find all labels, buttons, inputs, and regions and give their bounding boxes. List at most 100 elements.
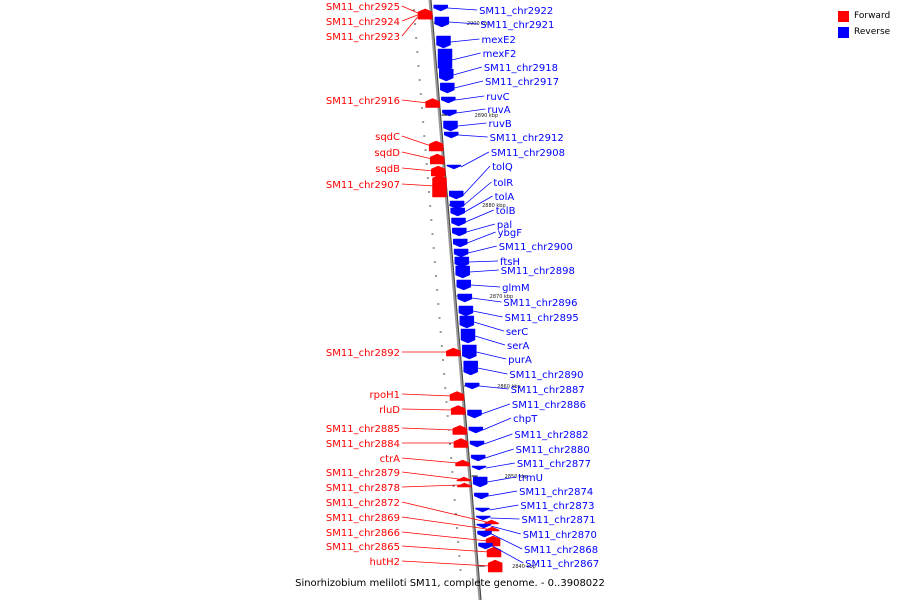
- reverse-gene[interactable]: [478, 542, 493, 550]
- reverse-gene-label[interactable]: SM11_chr2871: [522, 515, 596, 526]
- reverse-gene-label[interactable]: tolR: [493, 178, 513, 189]
- reverse-gene-label[interactable]: ruvB: [489, 119, 512, 130]
- reverse-gene[interactable]: [471, 465, 487, 471]
- reverse-gene[interactable]: [459, 315, 475, 329]
- forward-gene[interactable]: [452, 425, 468, 435]
- reverse-gene-label[interactable]: ybgF: [498, 228, 523, 239]
- forward-gene-label[interactable]: sqdC: [375, 132, 400, 143]
- reverse-gene-label[interactable]: ruvA: [487, 105, 510, 116]
- reverse-gene[interactable]: [453, 238, 468, 248]
- reverse-gene[interactable]: [451, 217, 466, 227]
- reverse-gene[interactable]: [434, 16, 450, 28]
- forward-gene-label[interactable]: sqdD: [374, 148, 400, 159]
- reverse-gene[interactable]: [458, 305, 474, 317]
- reverse-gene-label[interactable]: glmM: [502, 283, 529, 294]
- reverse-gene-label[interactable]: SM11_chr2874: [519, 487, 593, 498]
- forward-gene-label[interactable]: SM11_chr2879: [326, 468, 400, 479]
- forward-gene[interactable]: [484, 526, 500, 532]
- reverse-gene-label[interactable]: ftsH: [500, 257, 520, 268]
- reverse-gene[interactable]: [474, 492, 489, 500]
- reverse-gene-label[interactable]: SM11_chr2887: [511, 385, 585, 396]
- reverse-gene-label[interactable]: trmU: [518, 473, 543, 484]
- reverse-gene-label[interactable]: SM11_chr2877: [517, 459, 591, 470]
- reverse-gene-label[interactable]: mexE2: [482, 35, 516, 46]
- reverse-gene[interactable]: [457, 293, 473, 303]
- forward-gene[interactable]: [484, 519, 499, 525]
- reverse-gene[interactable]: [440, 82, 455, 94]
- forward-gene-label[interactable]: SM11_chr2878: [326, 483, 400, 494]
- forward-gene-label[interactable]: SM11_chr2869: [326, 513, 400, 524]
- forward-gene[interactable]: [449, 391, 465, 401]
- reverse-gene[interactable]: [449, 190, 464, 200]
- reverse-gene[interactable]: [456, 279, 471, 291]
- forward-gene[interactable]: [453, 438, 469, 448]
- reverse-gene-label[interactable]: SM11_chr2900: [499, 242, 573, 253]
- reverse-gene[interactable]: [454, 256, 470, 268]
- reverse-gene[interactable]: [436, 35, 451, 49]
- reverse-gene[interactable]: [463, 360, 478, 376]
- reverse-gene-label[interactable]: tolB: [496, 206, 516, 217]
- forward-gene-label[interactable]: SM11_chr2916: [326, 96, 400, 107]
- reverse-gene[interactable]: [442, 109, 457, 117]
- reverse-gene-label[interactable]: ruvC: [486, 92, 509, 103]
- reverse-gene[interactable]: [468, 426, 484, 434]
- reverse-gene-label[interactable]: SM11_chr2882: [514, 430, 588, 441]
- forward-gene-label[interactable]: SM11_chr2923: [326, 32, 400, 43]
- reverse-gene-label[interactable]: SM11_chr2918: [484, 63, 558, 74]
- reverse-gene-label[interactable]: SM11_chr2898: [501, 266, 575, 277]
- reverse-gene-label[interactable]: purA: [508, 355, 532, 366]
- reverse-gene-label[interactable]: pal: [497, 220, 512, 231]
- reverse-gene-label[interactable]: SM11_chr2880: [516, 445, 590, 456]
- reverse-gene-label[interactable]: mexF2: [483, 49, 517, 60]
- reverse-gene[interactable]: [453, 248, 469, 258]
- forward-gene[interactable]: [432, 174, 447, 198]
- reverse-gene[interactable]: [446, 164, 462, 170]
- reverse-gene[interactable]: [472, 476, 488, 488]
- legend-item-reverse[interactable]: Reverse: [838, 24, 890, 40]
- forward-gene-label[interactable]: sqdB: [375, 164, 400, 175]
- forward-gene[interactable]: [457, 482, 472, 488]
- reverse-gene-label[interactable]: SM11_chr2867: [525, 559, 599, 570]
- reverse-gene[interactable]: [470, 454, 486, 462]
- reverse-gene[interactable]: [439, 68, 454, 82]
- reverse-gene[interactable]: [475, 507, 490, 513]
- forward-gene-label[interactable]: SM11_chr2892: [326, 348, 400, 359]
- reverse-gene-label[interactable]: tolQ: [492, 162, 513, 173]
- reverse-gene[interactable]: [437, 48, 453, 72]
- reverse-gene[interactable]: [449, 200, 465, 210]
- reverse-gene-label[interactable]: serC: [506, 327, 528, 338]
- reverse-gene[interactable]: [455, 265, 470, 279]
- forward-gene-label[interactable]: SM11_chr2924: [326, 17, 400, 28]
- forward-gene[interactable]: [487, 559, 503, 573]
- forward-gene-label[interactable]: SM11_chr2865: [326, 542, 400, 553]
- reverse-gene-label[interactable]: serA: [507, 341, 529, 352]
- reverse-gene-label[interactable]: SM11_chr2886: [512, 400, 586, 411]
- forward-gene-label[interactable]: SM11_chr2866: [326, 528, 400, 539]
- reverse-gene[interactable]: [467, 409, 482, 419]
- forward-gene-label[interactable]: hutH2: [370, 557, 400, 568]
- reverse-gene-label[interactable]: tolA: [495, 192, 515, 203]
- forward-gene-label[interactable]: rpoH1: [370, 390, 400, 401]
- reverse-gene[interactable]: [476, 523, 492, 529]
- legend-item-forward[interactable]: Forward: [838, 8, 890, 24]
- forward-gene-label[interactable]: SM11_chr2872: [326, 498, 400, 509]
- reverse-gene-label[interactable]: SM11_chr2917: [485, 77, 559, 88]
- forward-gene[interactable]: [417, 8, 433, 20]
- reverse-gene[interactable]: [444, 131, 459, 139]
- reverse-gene[interactable]: [460, 328, 476, 344]
- reverse-gene-label[interactable]: SM11_chr2921: [480, 20, 554, 31]
- reverse-gene[interactable]: [441, 96, 456, 104]
- reverse-gene-label[interactable]: SM11_chr2890: [509, 370, 583, 381]
- reverse-gene-label[interactable]: SM11_chr2895: [505, 313, 579, 324]
- reverse-gene[interactable]: [475, 515, 491, 521]
- reverse-gene-label[interactable]: SM11_chr2896: [503, 298, 577, 309]
- reverse-gene-label[interactable]: SM11_chr2912: [490, 133, 564, 144]
- reverse-gene[interactable]: [433, 4, 448, 12]
- forward-gene-label[interactable]: SM11_chr2885: [326, 424, 400, 435]
- reverse-gene-label[interactable]: SM11_chr2873: [520, 501, 594, 512]
- reverse-gene[interactable]: [452, 227, 467, 237]
- forward-gene[interactable]: [486, 546, 502, 558]
- reverse-gene[interactable]: [462, 344, 477, 360]
- forward-gene[interactable]: [450, 405, 466, 415]
- reverse-gene[interactable]: [469, 440, 485, 448]
